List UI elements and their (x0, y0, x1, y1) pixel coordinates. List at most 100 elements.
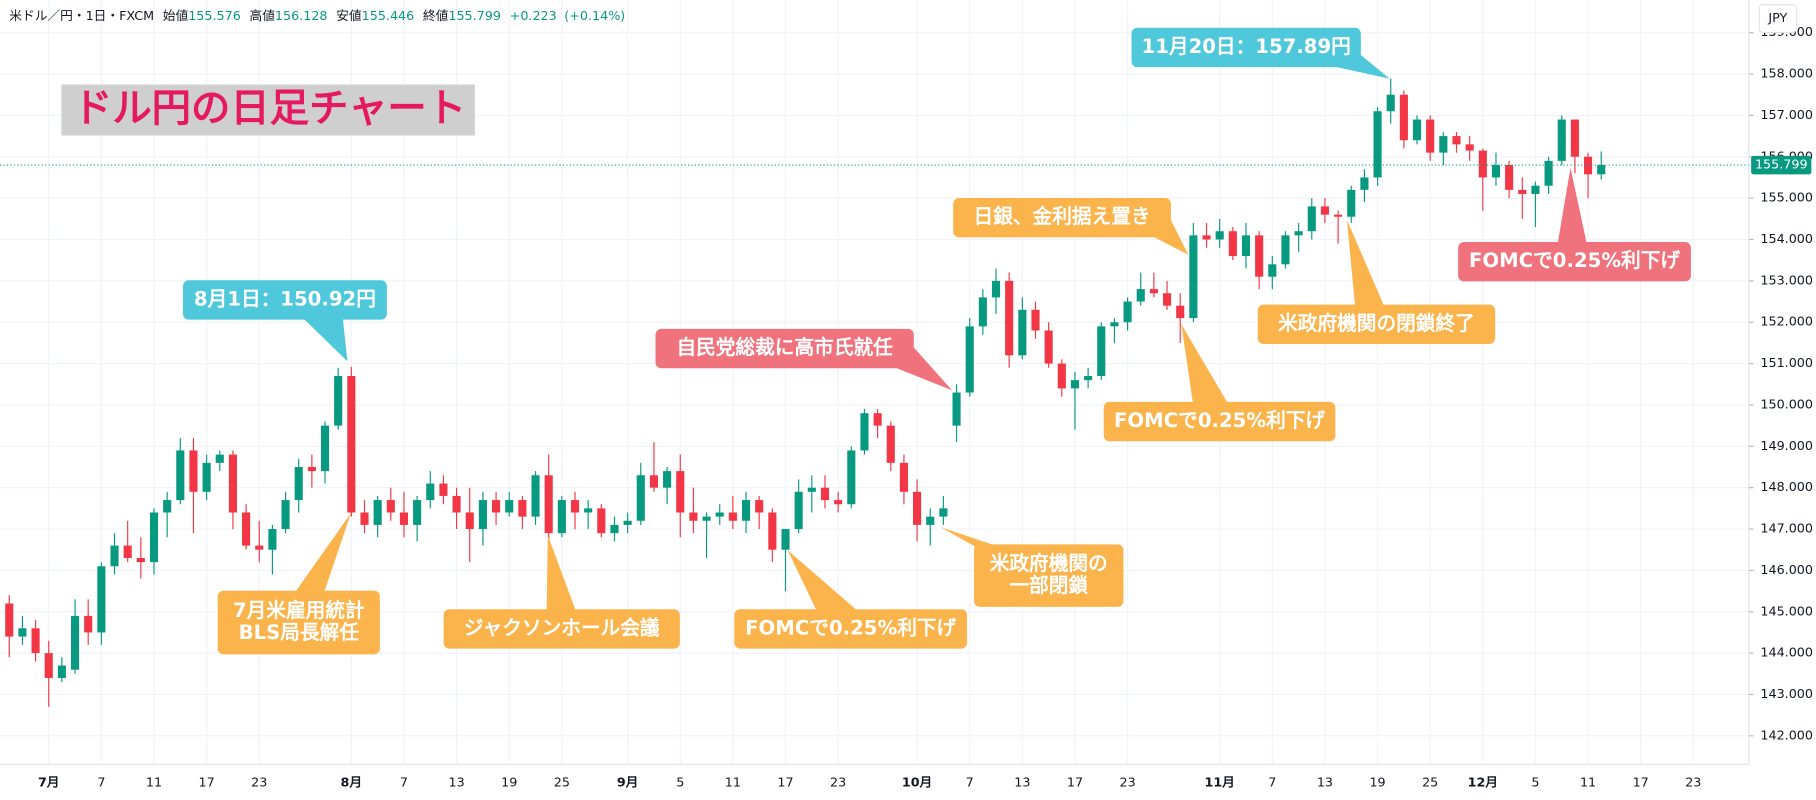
last-price-label: 155.799 (1755, 158, 1808, 173)
candle-body (281, 500, 290, 530)
candle-body (1268, 264, 1277, 277)
low-label: 安値 (336, 8, 362, 24)
close-label: 終値 (423, 8, 449, 24)
y-tick-label: 142.000 (1760, 728, 1813, 743)
x-tick-label: 23 (251, 775, 267, 790)
y-tick-label: 148.000 (1760, 480, 1813, 495)
candle-body (1373, 111, 1382, 178)
candle-body (1465, 144, 1474, 151)
candle-body (1018, 309, 1027, 356)
candle-body (1176, 305, 1185, 319)
candle-body (1123, 301, 1132, 323)
candle-body (123, 545, 132, 558)
candle-body (1360, 177, 1369, 190)
y-tick-label: 149.000 (1760, 439, 1813, 454)
annotation: 11月20日：157.89円 (1131, 27, 1390, 79)
candle-body (176, 450, 185, 501)
candle-body (663, 471, 672, 488)
candle-body (18, 628, 27, 637)
candle-body (465, 512, 474, 530)
annotation: 8月1日：150.92円 (182, 280, 387, 362)
candle-body (163, 500, 172, 513)
currency-button[interactable]: JPY (1758, 4, 1797, 34)
x-tick-label: 9月 (617, 775, 639, 790)
candle-body (492, 500, 501, 513)
candle-body (1544, 160, 1553, 186)
x-tick-label: 7 (1268, 775, 1276, 790)
x-tick-label: 5 (1531, 775, 1539, 790)
y-tick-label: 144.000 (1760, 646, 1813, 661)
annotation-box (953, 198, 1171, 238)
x-tick-label: 7 (97, 775, 105, 790)
candle-body (518, 500, 527, 517)
x-tick-label: 11 (1580, 775, 1596, 790)
candle-body (860, 413, 869, 451)
annotation-pointer (940, 526, 999, 547)
x-tick-label: 23 (1119, 775, 1135, 790)
candle-body (1491, 165, 1501, 178)
candle-body (215, 454, 224, 463)
candle-body (1070, 380, 1080, 389)
high-label: 高値 (249, 8, 275, 24)
x-tick-label: 19 (501, 775, 517, 790)
x-tick-label: 17 (1067, 775, 1083, 790)
candle-body (1228, 231, 1237, 257)
candle-body (1399, 94, 1408, 141)
candle-body (991, 280, 1001, 298)
candle-body (320, 425, 330, 472)
x-tick-label: 19 (1369, 775, 1385, 790)
annotation-box (734, 609, 968, 649)
x-tick-label: 12月 (1468, 775, 1498, 790)
overlay: 142.000 143.000 144.000 145.000 146.000 147.0… (0, 25, 1813, 790)
x-tick-label: 17 (1633, 775, 1649, 790)
candle-body (97, 566, 106, 633)
annotation-text: 米政府機関の (990, 552, 1108, 575)
candle-body (452, 495, 461, 513)
annotation-box (1131, 27, 1361, 68)
candle-body (334, 375, 343, 426)
y-tick-label: 154.000 (1760, 232, 1813, 247)
candle-body (781, 529, 790, 550)
annotation: FOMCで0.25%利下げ (734, 550, 968, 649)
chart-title: ドル円の日足チャート (73, 86, 466, 132)
candle-body (807, 487, 816, 492)
annotation-box (1458, 242, 1691, 282)
candle-body (5, 603, 14, 637)
candle-body (1478, 150, 1487, 178)
y-tick-label: 150.000 (1760, 397, 1813, 412)
candle-body (1281, 235, 1290, 265)
candle-body (1202, 235, 1211, 240)
candle-body (1163, 293, 1172, 306)
candle-body (820, 487, 830, 501)
y-tick-label: 146.000 (1760, 563, 1813, 578)
candle-body (755, 500, 764, 513)
candle-body (399, 512, 409, 525)
x-tick-label: 10月 (902, 775, 932, 790)
annotation-text: 7月米雇用統計 (233, 599, 365, 622)
candle-body (202, 462, 211, 492)
candle-body (728, 512, 737, 521)
annotation-text: 8月1日：150.92円 (194, 287, 376, 310)
annotation-text: ジャクソンホール会議 (464, 616, 660, 639)
candle-body (242, 512, 251, 546)
candle-body (426, 483, 435, 501)
open-value: 155.576 (188, 9, 241, 24)
candle-body (1097, 326, 1106, 376)
candle-body (1149, 289, 1158, 294)
x-tick-label: 23 (1685, 775, 1701, 790)
y-tick-label: 152.000 (1760, 315, 1813, 330)
currency-label[interactable]: JPY (1767, 11, 1787, 26)
candle-body (1005, 280, 1014, 356)
candle-body (926, 516, 935, 525)
candle-body (478, 500, 487, 530)
candle-body (715, 512, 724, 517)
candle-body (439, 483, 448, 496)
candle-body (1570, 119, 1579, 157)
y-tick-label: 157.000 (1760, 108, 1813, 123)
x-tick-label: 17 (777, 775, 793, 790)
annotation: ジャクソンホール会議 (443, 535, 680, 649)
currency-button-box[interactable] (1758, 4, 1797, 34)
candles (5, 78, 1606, 707)
candle-body (149, 512, 159, 563)
candle-body (834, 500, 843, 505)
